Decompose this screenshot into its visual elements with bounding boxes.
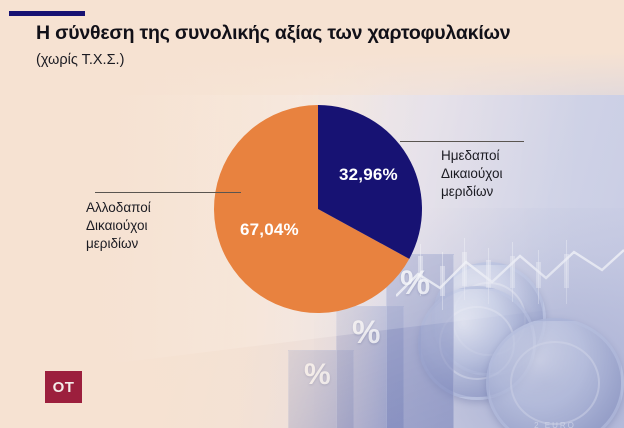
callout-label-foreign: Αλλοδαποί Δικαιούχοι μεριδίων (86, 200, 151, 252)
coin-denomination-label: 2 EURO (534, 421, 576, 428)
ot-logo-text: OT (52, 378, 75, 396)
candle-wick-4 (488, 248, 489, 304)
percent-block-1 (288, 350, 354, 428)
pie-chart-svg (213, 105, 422, 313)
page-title: Η σύνθεση της συνολικής αξίας των χαρτοφ… (36, 22, 511, 44)
page-subtitle: (χωρίς Τ.Χ.Σ.) (36, 52, 125, 68)
pie-value-label-foreign: 67,04% (240, 220, 299, 239)
candle-body-7 (564, 254, 569, 288)
leader-line-right (400, 141, 524, 142)
candle-wick-3 (464, 238, 465, 300)
candle-body-3 (462, 252, 467, 286)
percent-glyph-1: % (304, 358, 331, 391)
pie-value-label-domestic: 32,96% (339, 165, 398, 184)
coin-front: 2 EURO (486, 318, 624, 428)
coin-back (432, 262, 546, 376)
pie-slice-domestic[interactable] (318, 105, 422, 259)
pie-slice-foreign[interactable] (213, 105, 410, 313)
ot-logo[interactable]: OT (45, 371, 82, 403)
accent-bar (9, 11, 85, 16)
callout-label-domestic: Ημεδαποί Δικαιούχοι μεριδίων (441, 148, 503, 200)
coin-middle (418, 286, 536, 400)
candle-body-6 (536, 262, 541, 288)
candle-wick-6 (538, 250, 539, 304)
percent-block-2 (336, 306, 404, 428)
pie-chart (213, 104, 423, 314)
leader-line-left (95, 192, 241, 193)
candle-body-4 (486, 260, 491, 288)
candle-body-2 (440, 266, 445, 296)
background-top-fade (0, 0, 624, 95)
candle-wick-2 (442, 252, 443, 310)
candle-body-5 (510, 256, 515, 288)
percent-glyph-2: % (352, 314, 381, 350)
trend-line-graphic (396, 249, 624, 297)
candle-wick-5 (512, 242, 513, 302)
candle-wick-7 (566, 240, 567, 304)
